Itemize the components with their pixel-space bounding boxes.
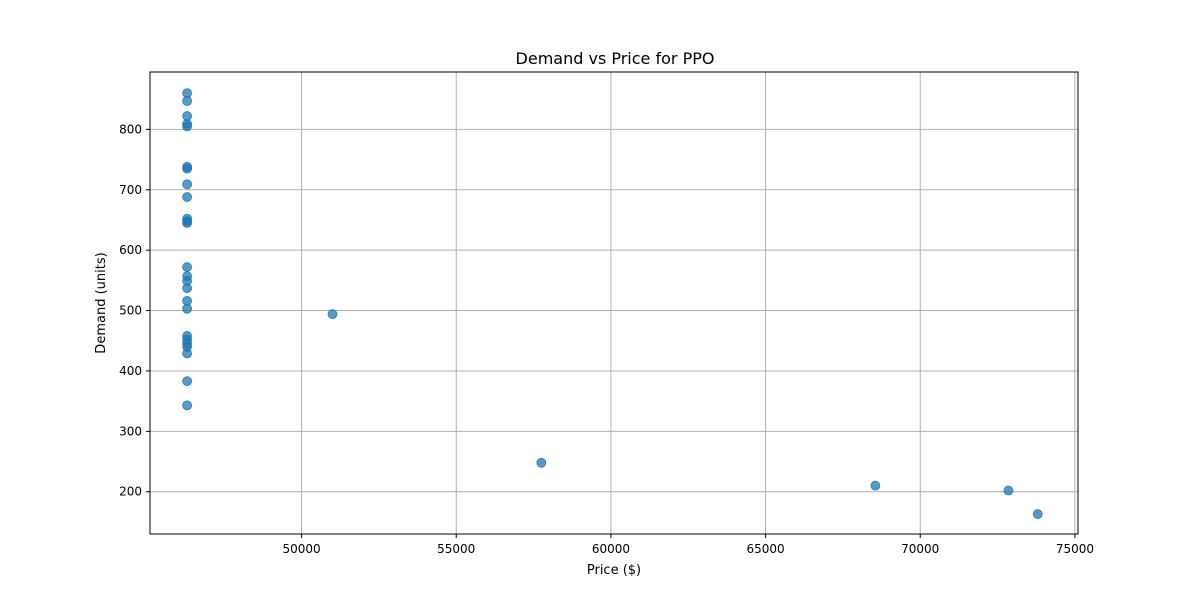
data-point — [182, 96, 193, 106]
y-tick-label: 300 — [119, 424, 142, 438]
data-point — [182, 283, 193, 294]
x-tick-label: 65000 — [746, 542, 784, 556]
chart-title: Demand vs Price for PPO — [516, 49, 715, 68]
data-point — [870, 480, 881, 491]
y-tick-label: 400 — [119, 364, 142, 378]
x-tick-label: 75000 — [1056, 542, 1094, 556]
x-axis-label: Price ($) — [587, 563, 641, 578]
data-point — [327, 309, 338, 320]
data-point — [182, 218, 193, 228]
data-point — [182, 376, 193, 387]
data-point — [1032, 509, 1043, 519]
y-axis-label: Demand (units) — [94, 252, 109, 353]
plot-area-frame — [149, 71, 1079, 535]
data-point — [536, 457, 547, 468]
data-point — [182, 192, 193, 202]
points-layer — [182, 88, 1043, 519]
data-point — [182, 121, 193, 132]
data-point — [182, 303, 193, 314]
data-point — [182, 348, 193, 359]
grid-layer — [150, 72, 1078, 534]
y-tick-label: 600 — [119, 243, 142, 257]
y-tick-label: 800 — [119, 122, 142, 136]
data-point — [182, 400, 193, 411]
data-point — [182, 179, 193, 190]
x-tick-label: 70000 — [901, 542, 939, 556]
x-tick-label: 55000 — [437, 542, 475, 556]
x-tick-label: 60000 — [592, 542, 630, 556]
y-tick-label: 500 — [119, 304, 142, 318]
data-point — [1003, 485, 1014, 496]
y-tick-label: 200 — [119, 485, 142, 499]
ticks-layer: 50000 55000 60000 65000 70000 75000 200 300 400 5… — [119, 122, 1094, 556]
data-point — [182, 163, 193, 174]
y-tick-label: 700 — [119, 183, 142, 197]
data-point — [182, 262, 193, 272]
x-tick-label: 50000 — [282, 542, 320, 556]
